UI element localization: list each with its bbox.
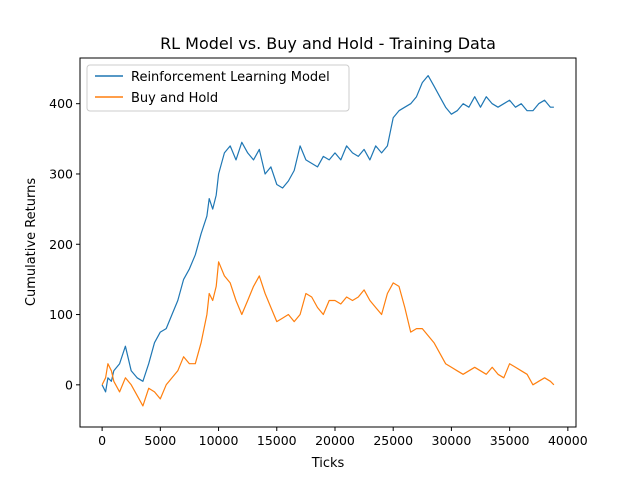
legend-box bbox=[86, 64, 350, 112]
x-tick-label: 5000 bbox=[144, 433, 176, 448]
x-tick-label: 15000 bbox=[257, 433, 297, 448]
x-tick-label: 25000 bbox=[373, 433, 413, 448]
x-tick-label: 20000 bbox=[315, 433, 355, 448]
y-tick-label: 400 bbox=[49, 96, 73, 111]
legend-label-rl-model: Reinforcement Learning Model bbox=[131, 70, 330, 85]
x-tick-label: 40000 bbox=[548, 433, 588, 448]
y-tick-label: 200 bbox=[49, 237, 73, 252]
x-tick-label: 30000 bbox=[432, 433, 472, 448]
plot-frame bbox=[79, 57, 577, 428]
x-tick-label: 10000 bbox=[199, 433, 239, 448]
x-tick-label: 35000 bbox=[490, 433, 530, 448]
x-axis-title: Ticks bbox=[311, 456, 345, 471]
y-axis: 0 100 200 300 400 bbox=[49, 96, 80, 392]
series-line-buy-and-hold bbox=[101, 261, 555, 407]
y-axis-title: Cumulative Returns bbox=[24, 178, 39, 306]
x-axis: 0 5000 10000 15000 20000 25000 30000 35000 40000 bbox=[98, 427, 588, 448]
legend-label-buy-and-hold: Buy and Hold bbox=[131, 91, 218, 106]
x-tick-label: 0 bbox=[98, 433, 106, 448]
y-tick-label: 0 bbox=[65, 377, 73, 392]
y-tick-label: 300 bbox=[49, 166, 73, 181]
y-tick-label: 100 bbox=[49, 307, 73, 322]
chart-title: RL Model vs. Buy and Hold - Training Dat… bbox=[160, 34, 496, 53]
plot-area bbox=[101, 75, 555, 407]
series-line-rl-model bbox=[101, 75, 554, 393]
legend: Reinforcement Learning Model Buy and Hol… bbox=[86, 64, 350, 112]
